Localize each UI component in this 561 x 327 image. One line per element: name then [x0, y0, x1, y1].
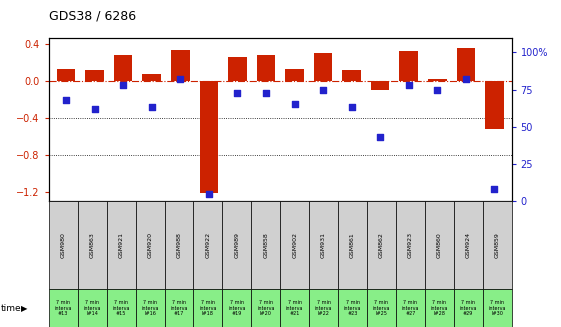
Bar — [399, 51, 418, 81]
Bar — [171, 50, 190, 81]
Text: GSM921: GSM921 — [118, 232, 123, 258]
Point — [462, 77, 471, 82]
Text: ▶: ▶ — [21, 304, 28, 313]
Bar — [222, 289, 251, 327]
Bar — [367, 201, 396, 289]
Text: GDS38 / 6286: GDS38 / 6286 — [49, 10, 136, 23]
Bar — [251, 289, 280, 327]
Bar — [200, 81, 218, 193]
Bar — [256, 55, 275, 81]
Point — [204, 191, 213, 196]
Point — [404, 82, 413, 88]
Text: GSM924: GSM924 — [466, 232, 471, 258]
Point — [347, 105, 356, 110]
Text: GSM858: GSM858 — [263, 232, 268, 258]
Bar — [342, 70, 361, 81]
Text: 7 min
interva
I#22: 7 min interva I#22 — [315, 300, 332, 317]
Bar — [485, 81, 504, 129]
Text: 7 min
interva
#19: 7 min interva #19 — [228, 300, 246, 317]
Point — [233, 90, 242, 95]
Bar — [285, 69, 304, 81]
Text: 7 min
interva
#17: 7 min interva #17 — [170, 300, 188, 317]
Text: GSM863: GSM863 — [90, 232, 95, 258]
Text: GSM902: GSM902 — [292, 232, 297, 258]
Text: 7 min
interva
I#14: 7 min interva I#14 — [84, 300, 101, 317]
Text: GSM920: GSM920 — [148, 232, 153, 258]
Bar — [136, 201, 164, 289]
Bar — [251, 201, 280, 289]
Bar — [194, 201, 222, 289]
Bar — [57, 69, 75, 81]
Bar — [49, 289, 78, 327]
Text: GSM860: GSM860 — [437, 232, 442, 258]
Bar — [425, 201, 454, 289]
Bar — [454, 201, 482, 289]
Text: GSM989: GSM989 — [234, 232, 240, 258]
Text: 7 min
interva
#13: 7 min interva #13 — [54, 300, 72, 317]
Point — [490, 187, 499, 192]
Bar — [85, 70, 104, 81]
Point — [433, 87, 442, 92]
Text: GSM988: GSM988 — [177, 232, 181, 258]
Text: 7 min
interva
#29: 7 min interva #29 — [459, 300, 477, 317]
Bar — [194, 289, 222, 327]
Point — [376, 135, 385, 140]
Bar — [309, 289, 338, 327]
Bar — [396, 201, 425, 289]
Point — [290, 102, 299, 107]
Point — [261, 90, 270, 95]
Bar — [371, 81, 389, 90]
Point — [90, 106, 99, 112]
Text: 7 min
interva
#15: 7 min interva #15 — [112, 300, 130, 317]
Bar — [367, 289, 396, 327]
Text: 7 min
interva
#23: 7 min interva #23 — [344, 300, 361, 317]
Text: 7 min
interva
I#16: 7 min interva I#16 — [141, 300, 159, 317]
Point — [176, 77, 185, 82]
Bar — [107, 289, 136, 327]
Point — [62, 97, 71, 103]
Bar — [164, 201, 194, 289]
Point — [118, 82, 127, 88]
Text: GSM862: GSM862 — [379, 232, 384, 258]
Text: GSM861: GSM861 — [350, 232, 355, 258]
Bar — [78, 201, 107, 289]
Bar — [454, 289, 482, 327]
Text: 7 min
interva
#27: 7 min interva #27 — [402, 300, 419, 317]
Bar — [425, 289, 454, 327]
Text: GSM859: GSM859 — [495, 232, 500, 258]
Bar — [338, 201, 367, 289]
Text: GSM923: GSM923 — [408, 232, 413, 258]
Point — [147, 105, 156, 110]
Bar — [396, 289, 425, 327]
Bar — [482, 201, 512, 289]
Bar — [309, 201, 338, 289]
Bar — [107, 201, 136, 289]
Bar — [164, 289, 194, 327]
Text: 7 min
interva
#21: 7 min interva #21 — [286, 300, 304, 317]
Bar — [338, 289, 367, 327]
Text: 7 min
interva
I#28: 7 min interva I#28 — [430, 300, 448, 317]
Text: 7 min
interva
I#20: 7 min interva I#20 — [257, 300, 274, 317]
Text: GSM922: GSM922 — [205, 232, 210, 258]
Bar — [457, 48, 475, 81]
Bar — [142, 74, 161, 81]
Bar — [280, 289, 309, 327]
Bar — [314, 53, 332, 81]
Bar — [428, 79, 447, 81]
Point — [319, 87, 328, 92]
Bar — [228, 57, 247, 81]
Bar — [280, 201, 309, 289]
Text: 7 min
interva
I#18: 7 min interva I#18 — [199, 300, 217, 317]
Text: 7 min
interva
I#30: 7 min interva I#30 — [489, 300, 506, 317]
Text: GSM980: GSM980 — [61, 232, 66, 258]
Bar — [114, 55, 132, 81]
Bar — [482, 289, 512, 327]
Text: GSM931: GSM931 — [321, 232, 326, 258]
Text: 7 min
interva
I#25: 7 min interva I#25 — [373, 300, 390, 317]
Text: time: time — [1, 304, 22, 313]
Bar — [78, 289, 107, 327]
Bar — [136, 289, 164, 327]
Bar — [222, 201, 251, 289]
Bar — [49, 201, 78, 289]
